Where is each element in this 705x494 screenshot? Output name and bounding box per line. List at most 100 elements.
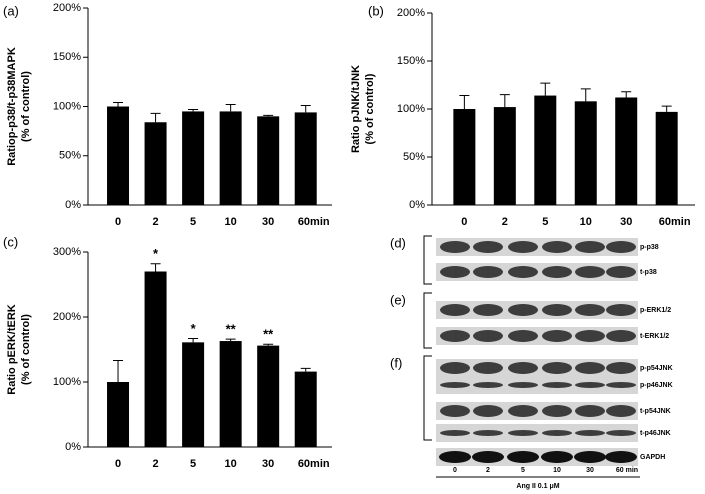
x-tick-label: 30 — [262, 216, 274, 228]
panel-label: (f) — [390, 355, 402, 370]
x-tick-label: 10 — [225, 216, 237, 228]
error-bar — [263, 343, 274, 346]
bar — [144, 122, 167, 205]
bar — [615, 97, 638, 205]
bar — [107, 382, 130, 447]
blot-row-label: t-p46JNK — [640, 430, 671, 437]
y-tick-label: 200% — [53, 311, 81, 323]
error-bar — [621, 91, 632, 98]
blot-band — [574, 451, 606, 463]
y-tick-label: 150% — [53, 51, 81, 63]
bar — [294, 112, 317, 205]
x-tick-label: 30 — [620, 216, 632, 228]
x-tick-label: 0 — [115, 216, 121, 228]
blot-band — [508, 266, 538, 278]
blot-band — [606, 241, 636, 253]
y-tick-label: 50% — [403, 151, 425, 163]
bar — [219, 111, 242, 205]
blot-band — [440, 266, 470, 278]
y-axis-label: (% of control) — [20, 314, 32, 385]
y-tick-label: 0% — [409, 199, 425, 211]
y-tick-label: 300% — [53, 246, 81, 258]
bar — [493, 107, 516, 205]
bar — [534, 95, 557, 205]
bracket — [423, 292, 432, 349]
y-axis-label: Ratio pERK/tERK — [6, 304, 18, 395]
error-bar — [580, 88, 591, 102]
blot-band — [473, 241, 503, 253]
panel-label: (e) — [390, 292, 406, 307]
blot-band — [542, 362, 572, 374]
panel-label: (d) — [390, 235, 406, 250]
blot-band — [508, 382, 538, 388]
blot-band — [542, 382, 572, 388]
blot-band — [439, 451, 471, 463]
significance-mark: * — [191, 321, 197, 336]
blot-band — [473, 405, 503, 417]
blot-row-label: p-p38 — [640, 244, 659, 251]
x-tick-label: 30 — [262, 458, 274, 470]
blot-band — [440, 241, 470, 253]
blot-row-label: p-p46JNK — [640, 382, 673, 389]
y-tick-label: 200% — [53, 2, 81, 14]
blot-band — [508, 362, 538, 374]
blot-row-label: t-p54JNK — [640, 408, 671, 415]
error-bar — [459, 95, 470, 109]
significance-mark: ** — [226, 322, 237, 337]
x-tick-label: 5 — [542, 216, 548, 228]
lane-label: 30 — [586, 467, 594, 474]
y-tick-label: 100% — [53, 376, 81, 388]
blot-band — [542, 430, 572, 436]
blot-band — [473, 330, 503, 342]
y-tick-label: 150% — [397, 55, 425, 67]
y-tick-label: 0% — [65, 199, 81, 211]
blot-band — [440, 330, 470, 342]
blot-band — [606, 405, 636, 417]
x-tick-label: 10 — [580, 216, 592, 228]
blot-band — [440, 304, 470, 316]
blot-band — [575, 405, 605, 417]
blot-band — [575, 430, 605, 436]
error-bar — [263, 114, 274, 117]
panel-label: (a) — [3, 3, 19, 18]
blot-band — [542, 241, 572, 253]
blot-band — [542, 330, 572, 342]
blot-band — [508, 304, 538, 316]
panel-label: (c) — [3, 234, 18, 249]
blot-band — [606, 330, 636, 342]
error-bar — [499, 94, 510, 108]
error-bar — [540, 82, 551, 96]
y-axis-label: (% of control) — [20, 71, 32, 142]
error-bar — [225, 338, 236, 342]
blot-band — [473, 362, 503, 374]
blot-band — [440, 362, 470, 374]
blot-row-label: t-ERK1/2 — [640, 333, 669, 340]
x-tick-label: 10 — [225, 458, 237, 470]
error-bar — [150, 112, 161, 123]
y-axis-label: (% of control) — [364, 73, 376, 144]
error-bar — [225, 104, 236, 112]
treatment-label: Ang II 0.1 μM — [516, 483, 559, 490]
blot-band — [606, 362, 636, 374]
bar — [182, 342, 205, 447]
error-bar — [113, 360, 124, 382]
blot-band — [606, 430, 636, 436]
y-tick-label: 50% — [59, 150, 81, 162]
x-tick-label: 5 — [190, 216, 196, 228]
bar — [182, 111, 205, 205]
error-bar — [661, 105, 672, 112]
blot-band — [508, 405, 538, 417]
bar — [655, 111, 678, 205]
bar — [257, 345, 280, 447]
blot-band — [606, 382, 636, 388]
blot-band — [542, 304, 572, 316]
x-tick-label: 0 — [461, 216, 467, 228]
y-axis-label: Ratiop-p38/t-p38MAPK — [6, 47, 18, 166]
error-bar — [150, 263, 161, 272]
lane-label: 5 — [521, 467, 525, 474]
bar — [144, 271, 167, 447]
blot-band — [508, 241, 538, 253]
error-bar — [188, 108, 199, 112]
x-tick-label: 60min — [298, 458, 330, 470]
blot-band — [575, 362, 605, 374]
